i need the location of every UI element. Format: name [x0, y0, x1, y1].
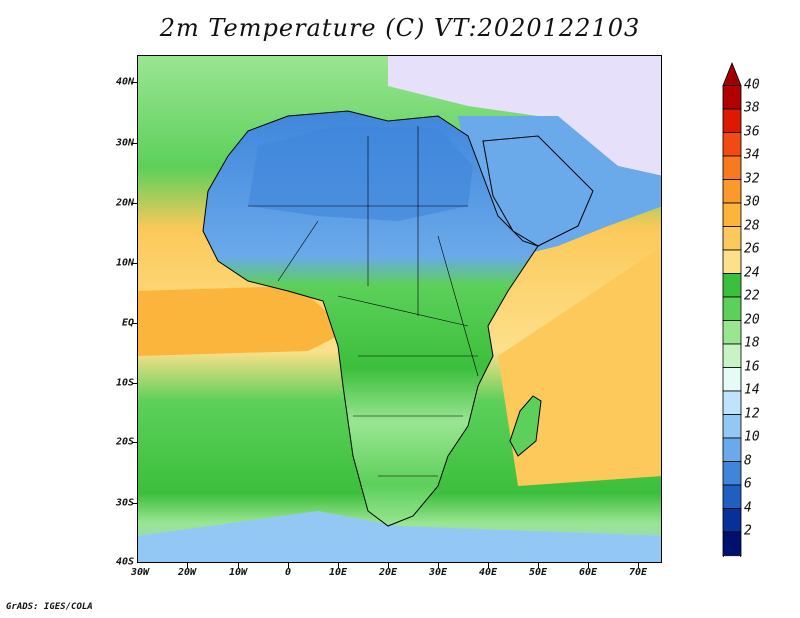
colorbar-label: 10	[744, 429, 760, 445]
lat-label-20n: 20N	[115, 197, 134, 209]
lat-label-10s: 10S	[115, 377, 134, 389]
colorbar-swatch	[722, 508, 742, 533]
colorbar-label: 24	[744, 265, 760, 281]
arabian-peninsula	[482, 135, 594, 247]
map-title: 2m Temperature (C) VT:2020122103	[159, 14, 641, 42]
lon-label-60e: 60E	[578, 567, 598, 578]
colorbar-label: 28	[744, 218, 760, 234]
madagascar	[509, 395, 542, 457]
lat-tick	[132, 263, 137, 264]
colorbar-swatch	[722, 132, 742, 157]
lon-label-30e: 30E	[428, 567, 448, 578]
lat-tick	[132, 442, 137, 443]
lon-label-30w: 30W	[130, 567, 150, 578]
colorbar-swatch	[722, 155, 742, 180]
lat-tick	[132, 503, 137, 504]
lon-tick	[488, 563, 489, 568]
colorbar-swatch	[722, 108, 742, 133]
colorbar-arrow-top	[722, 62, 742, 86]
southern-cold-band	[138, 511, 661, 562]
lat-tick	[132, 203, 137, 204]
colorbar-swatch	[722, 531, 742, 556]
colorbar-label: 6	[744, 476, 752, 492]
lon-tick	[288, 563, 289, 568]
lon-tick	[638, 563, 639, 568]
lon-label-20w: 20W	[177, 567, 197, 578]
lon-label-10w: 10W	[228, 567, 248, 578]
colorbar-swatch	[722, 437, 742, 462]
lat-tick	[132, 323, 137, 324]
colorbar-swatch	[722, 202, 742, 227]
colorbar	[722, 62, 742, 557]
colorbar-swatch	[722, 296, 742, 321]
lat-tick	[132, 143, 137, 144]
lat-label-20s: 20S	[115, 436, 134, 448]
country-borders	[248, 126, 479, 477]
indian-ocean-warm	[498, 247, 661, 486]
colorbar-label: 16	[744, 359, 760, 375]
map-svg	[138, 56, 661, 562]
lon-label-70e: 70E	[628, 567, 648, 578]
lon-label-50e: 50E	[528, 567, 548, 578]
colorbar-label: 12	[744, 406, 760, 422]
lat-label-30n: 30N	[115, 137, 134, 149]
colorbar-label: 4	[744, 500, 752, 516]
colorbar-arrow-bottom	[722, 555, 742, 557]
colorbar-swatch	[722, 414, 742, 439]
lon-tick	[238, 563, 239, 568]
africa-landmass	[202, 110, 539, 527]
lon-tick	[438, 563, 439, 568]
grads-credit: GrADS: IGES/COLA	[6, 602, 93, 612]
colorbar-label: 38	[744, 100, 760, 116]
lat-label-eq: EQ	[121, 317, 134, 329]
lat-label-10n: 10N	[115, 257, 134, 269]
colorbar-swatch	[722, 320, 742, 345]
colorbar-label: 32	[744, 171, 760, 187]
lat-label-30s: 30S	[115, 497, 134, 509]
sahara-cold-zone	[248, 126, 473, 221]
colorbar-swatch	[722, 343, 742, 368]
colorbar-label: 14	[744, 382, 760, 398]
colorbar-label: 40	[744, 77, 760, 93]
lon-label-40e: 40E	[478, 567, 498, 578]
colorbar-swatch	[722, 390, 742, 415]
colorbar-label: 30	[744, 194, 760, 210]
colorbar-label: 2	[744, 523, 752, 539]
colorbar-swatch	[722, 179, 742, 204]
colorbar-swatch	[722, 273, 742, 298]
atlantic-warm-band	[138, 286, 348, 356]
colorbar-label: 8	[744, 453, 752, 469]
colorbar-label: 36	[744, 124, 760, 140]
colorbar-swatch	[722, 367, 742, 392]
colorbar-label: 18	[744, 335, 760, 351]
colorbar-label: 20	[744, 312, 760, 328]
lon-tick	[338, 563, 339, 568]
lon-tick	[538, 563, 539, 568]
temperature-map	[137, 55, 662, 563]
lon-tick	[388, 563, 389, 568]
lon-tick	[588, 563, 589, 568]
lat-tick	[132, 82, 137, 83]
colorbar-swatch	[722, 85, 742, 110]
lon-label-20e: 20E	[378, 567, 398, 578]
colorbar-swatch	[722, 249, 742, 274]
colorbar-swatch	[722, 484, 742, 509]
colorbar-swatch	[722, 226, 742, 251]
colorbar-swatch	[722, 461, 742, 486]
lat-tick	[132, 383, 137, 384]
colorbar-label: 34	[744, 147, 760, 163]
lon-label-10e: 10E	[328, 567, 348, 578]
lon-label-0: 0	[284, 567, 292, 578]
colorbar-label: 22	[744, 288, 760, 304]
lat-label-40s: 40S	[115, 556, 134, 568]
colorbar-label: 26	[744, 241, 760, 257]
lon-tick	[187, 563, 188, 568]
lat-label-40n: 40N	[115, 76, 134, 88]
